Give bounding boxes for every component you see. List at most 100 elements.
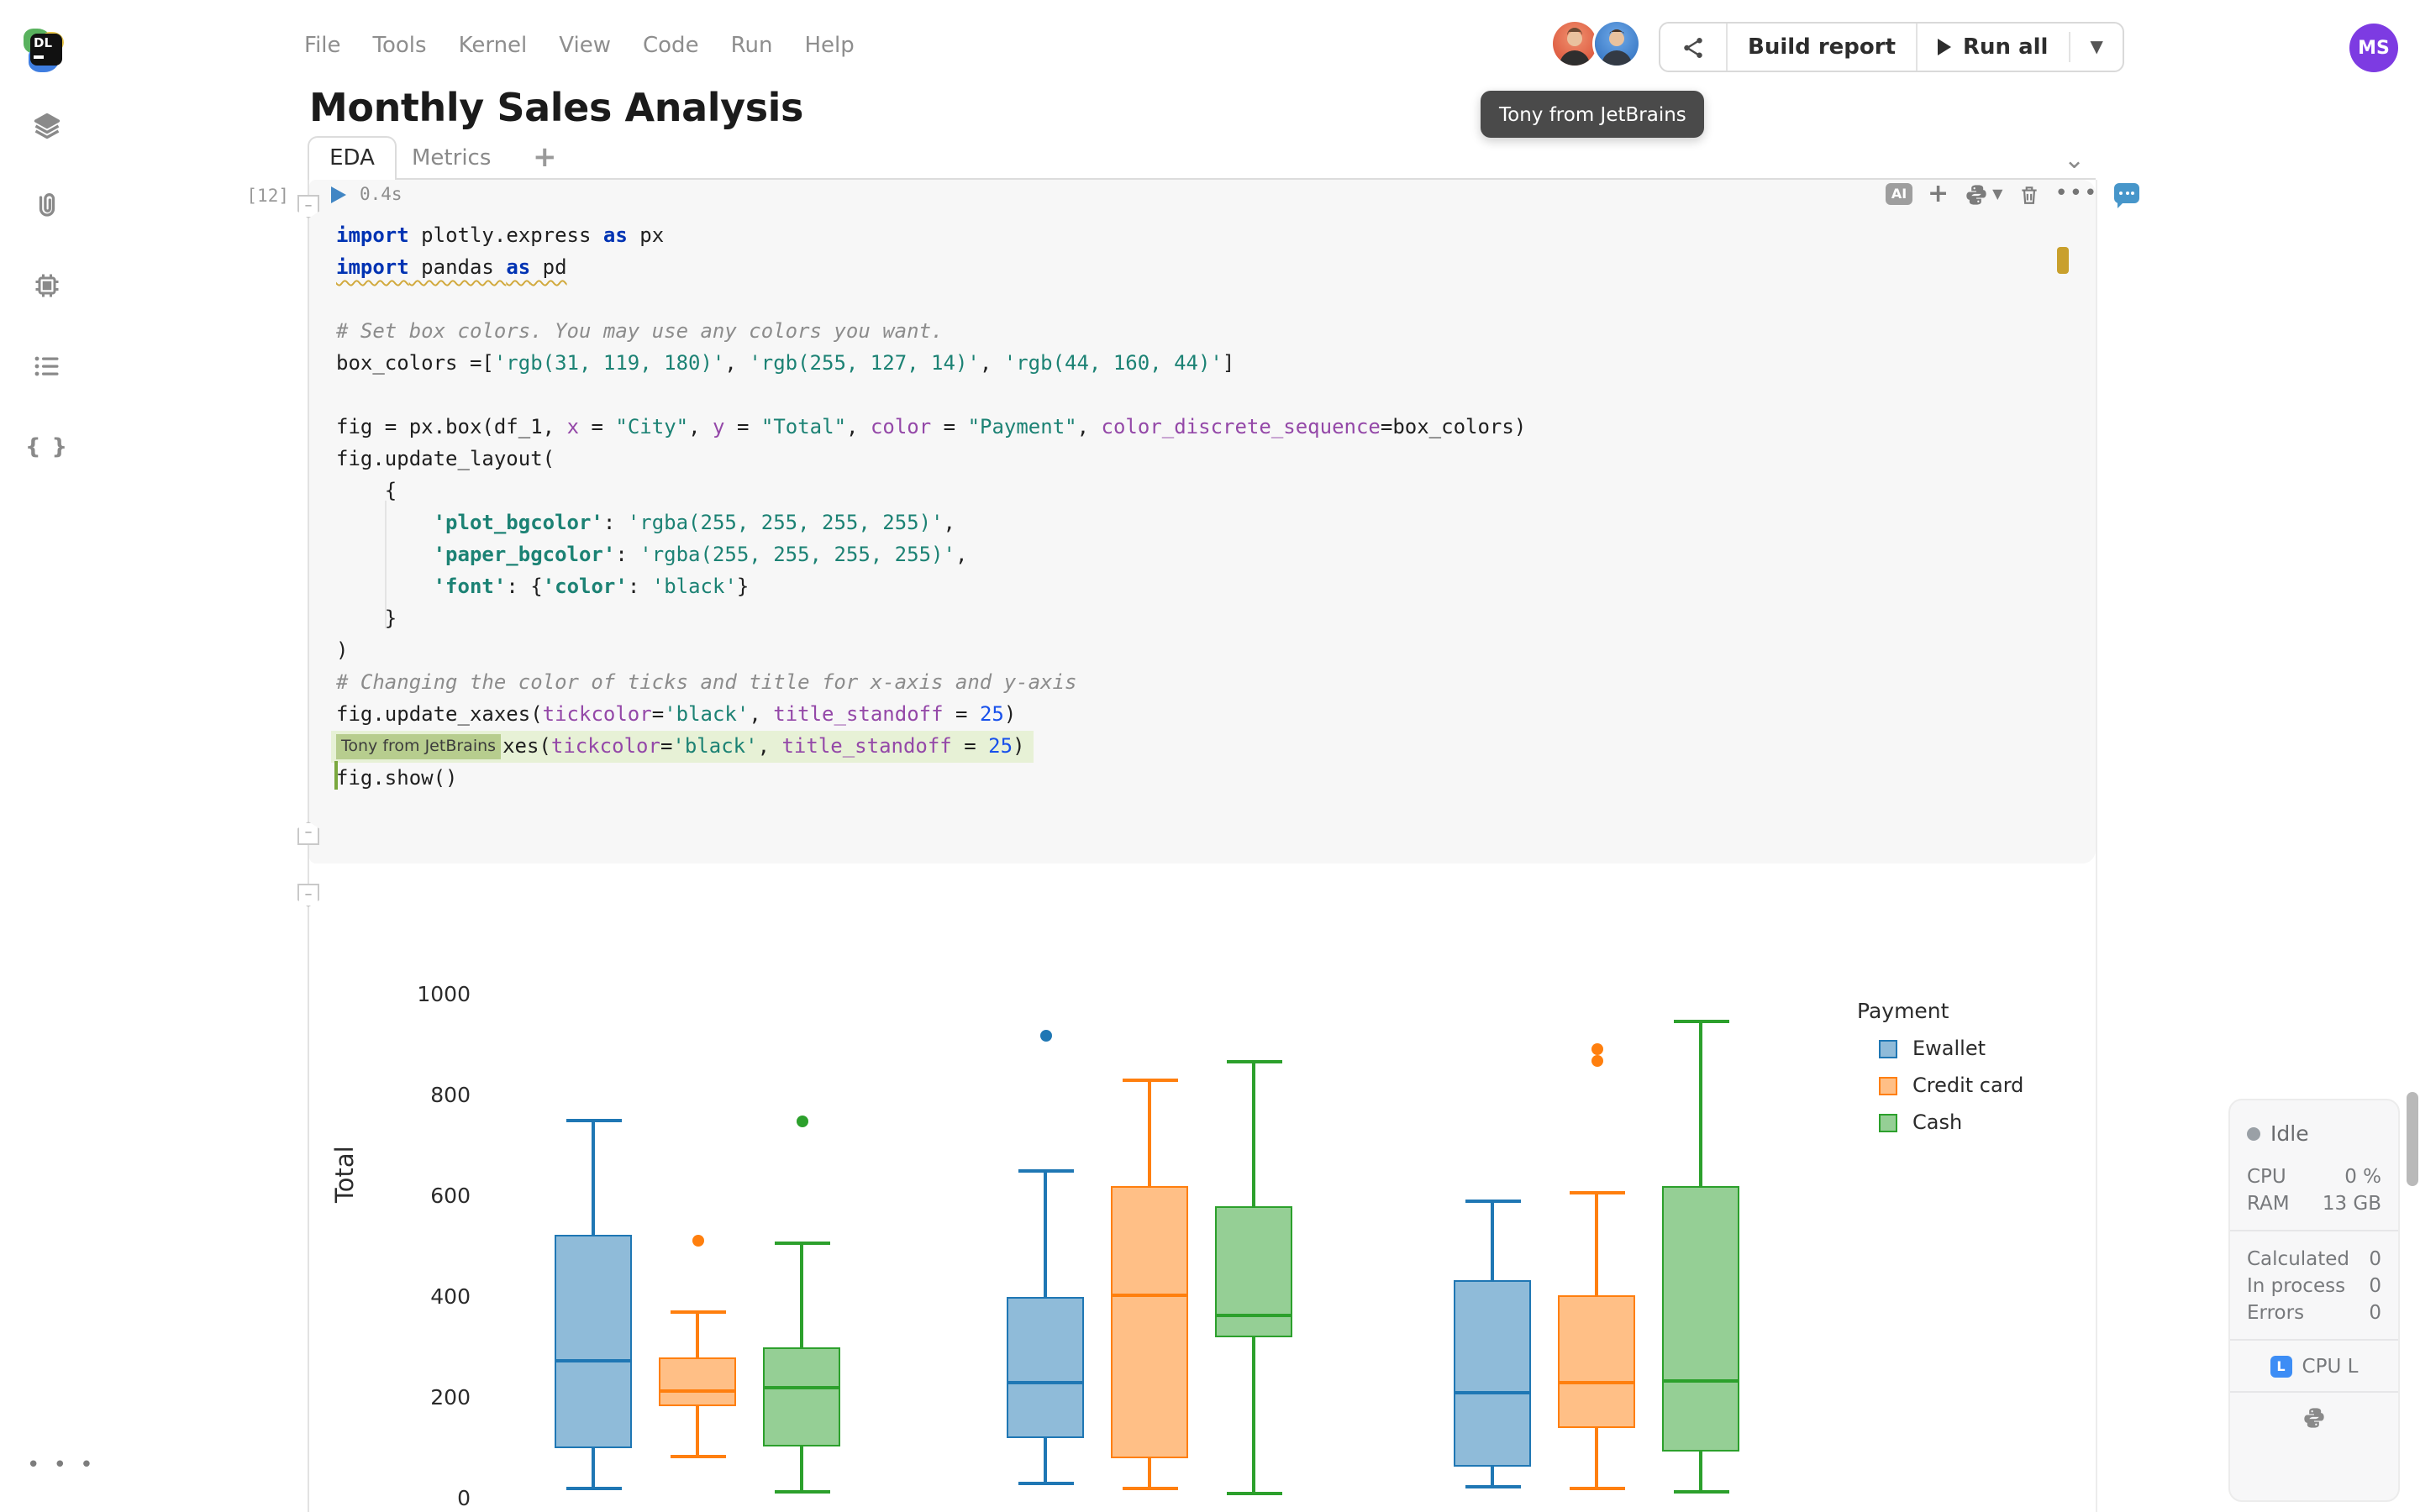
code-line[interactable]: 'font': {'color': 'black'} (433, 575, 750, 598)
code-line[interactable] (336, 284, 1526, 316)
notebook-right-border (2096, 180, 2097, 1512)
menu-item-tools[interactable]: Tools (372, 34, 427, 59)
whisker-cap-max (566, 1118, 621, 1121)
whisker-lower (1699, 1451, 1702, 1491)
outlier-point (1591, 1042, 1602, 1055)
datalore-logo[interactable]: DL (22, 29, 67, 74)
median-line (659, 1389, 736, 1392)
code-line[interactable]: fig.update_xaxes(tickcolor='black', titl… (336, 702, 1017, 726)
code-line[interactable]: # Changing the color of ticks and title … (336, 670, 1077, 694)
menu-item-view[interactable]: View (559, 34, 611, 59)
whisker-cap-min (1226, 1492, 1281, 1495)
build-report-button[interactable]: Build report (1748, 34, 1896, 60)
kernel-python-icon[interactable] (2247, 1406, 2381, 1430)
logo-dl-mark: DL (30, 34, 62, 66)
cell-language-button[interactable]: ▼ (1964, 182, 2002, 206)
add-cell-icon[interactable]: + (1928, 178, 1949, 208)
kernel-stat-row: RAM 13 GB (2247, 1191, 2381, 1215)
cell-run-duration: 0.4s (360, 185, 402, 205)
box-cash (1662, 1186, 1739, 1451)
ai-icon[interactable]: AI (1886, 183, 1912, 205)
code-line[interactable]: } (336, 606, 397, 630)
whisker-cap-max (1018, 1168, 1073, 1172)
code-line[interactable]: import plotly.express as px (336, 223, 665, 247)
menu-item-run[interactable]: Run (730, 34, 773, 59)
whisker-upper (1044, 1168, 1047, 1297)
legend-item-credit-card[interactable]: Credit card (1879, 1074, 2023, 1097)
trash-icon[interactable] (2018, 182, 2039, 206)
whisker-lower (696, 1405, 699, 1456)
cell-handle-collapse-down[interactable]: – (297, 884, 319, 907)
layers-icon[interactable] (30, 109, 64, 143)
attachments-icon[interactable] (30, 188, 64, 222)
whisker-cap-max (670, 1310, 725, 1313)
menu-item-code[interactable]: Code (643, 34, 699, 59)
menu-item-kernel[interactable]: Kernel (458, 34, 528, 59)
menu-item-help[interactable]: Help (804, 34, 855, 59)
outlier-point (1591, 1055, 1602, 1068)
whisker-upper (592, 1118, 595, 1234)
machine-row[interactable]: L CPU L (2247, 1354, 2381, 1378)
y-tick-label: 600 (430, 1183, 471, 1208)
share-button[interactable] (1660, 24, 1726, 71)
box-credit-card (1111, 1186, 1188, 1458)
whisker-cap-min (774, 1489, 829, 1493)
whisker-lower (1044, 1438, 1047, 1483)
outlier-point (1039, 1029, 1051, 1041)
code-line[interactable]: box_colors =['rgb(31, 119, 180)', 'rgb(2… (336, 351, 1235, 375)
legend-item-ewallet[interactable]: Ewallet (1879, 1037, 2023, 1060)
code-line[interactable]: fig.show() (336, 766, 458, 790)
run-all-button[interactable]: Run all (1918, 24, 2068, 71)
collapse-cell-chevron-icon[interactable]: ⌄ (2064, 144, 2086, 175)
tab-eda[interactable]: EDA (308, 136, 397, 180)
tab-metrics[interactable]: Metrics (412, 146, 492, 171)
user-avatar[interactable]: MS (2349, 24, 2398, 72)
menu-item-file[interactable]: File (304, 34, 341, 59)
whisker-upper (1699, 1020, 1702, 1186)
whisker-upper (800, 1242, 803, 1347)
code-editor[interactable]: import plotly.express as px import pandas… (331, 220, 1527, 795)
environment-chip-icon[interactable] (30, 269, 64, 302)
code-line[interactable]: ) (336, 638, 349, 662)
legend-swatch (1879, 1113, 1897, 1131)
warning-stripe (2057, 247, 2069, 274)
legend-swatch (1879, 1039, 1897, 1058)
chevron-down-icon: ▼ (2090, 38, 2103, 56)
code-line[interactable]: Tony from JetBrains xes(tickcolor='black'… (331, 731, 1526, 763)
code-line[interactable]: { (336, 479, 397, 502)
cell-run-icon[interactable] (331, 186, 346, 203)
box-credit-card (659, 1357, 736, 1405)
table-of-contents-icon[interactable] (30, 349, 64, 383)
median-line (1007, 1381, 1084, 1384)
whisker-cap-max (774, 1242, 829, 1245)
kernel-status-card[interactable]: Idle CPU 0 % RAM 13 GB Calculated 0 In proces… (2228, 1099, 2400, 1502)
whisker-upper (1491, 1199, 1494, 1279)
collaborator-avatar-2[interactable] (1595, 22, 1639, 66)
code-line[interactable]: fig = px.box(df_1, x = "City", y = "Tota… (336, 415, 1527, 438)
whisker-cap-min (1569, 1487, 1624, 1490)
code-line[interactable]: import pandas as pd (336, 255, 567, 279)
median-line (1662, 1378, 1739, 1382)
chart-legend: Payment Ewallet Credit card Cash (1857, 998, 2023, 1147)
code-line[interactable]: fig.update_layout( (336, 447, 555, 470)
kernel-stat-row: In process 0 (2247, 1273, 2381, 1297)
scrollbar-thumb[interactable] (2407, 1092, 2418, 1186)
rail-more-icon[interactable]: • • • (27, 1453, 97, 1478)
legend-item-cash[interactable]: Cash (1879, 1110, 2023, 1134)
machine-size-badge: L (2270, 1355, 2292, 1377)
code-line[interactable]: # Set box colors. You may use any colors… (336, 319, 944, 343)
code-line[interactable] (336, 380, 1526, 412)
legend-title: Payment (1857, 998, 1949, 1023)
add-tab-button[interactable]: + (533, 141, 557, 175)
median-line (1111, 1293, 1188, 1296)
comment-icon[interactable] (2114, 183, 2139, 208)
whisker-cap-max (1569, 1191, 1624, 1194)
run-options-caret-button[interactable]: ▼ (2070, 24, 2123, 71)
code-line[interactable]: 'plot_bgcolor': 'rgba(255, 255, 255, 255… (433, 511, 955, 534)
variables-braces-icon[interactable]: { } (24, 434, 70, 459)
cell-toolbar: AI + ▼ ••• (1886, 181, 2099, 207)
whisker-cap-min (1122, 1487, 1177, 1490)
code-line[interactable]: 'paper_bgcolor': 'rgba(255, 255, 255, 25… (433, 543, 968, 566)
collaborator-avatar-1[interactable] (1553, 22, 1597, 66)
whisker-cap-max (1465, 1199, 1520, 1202)
